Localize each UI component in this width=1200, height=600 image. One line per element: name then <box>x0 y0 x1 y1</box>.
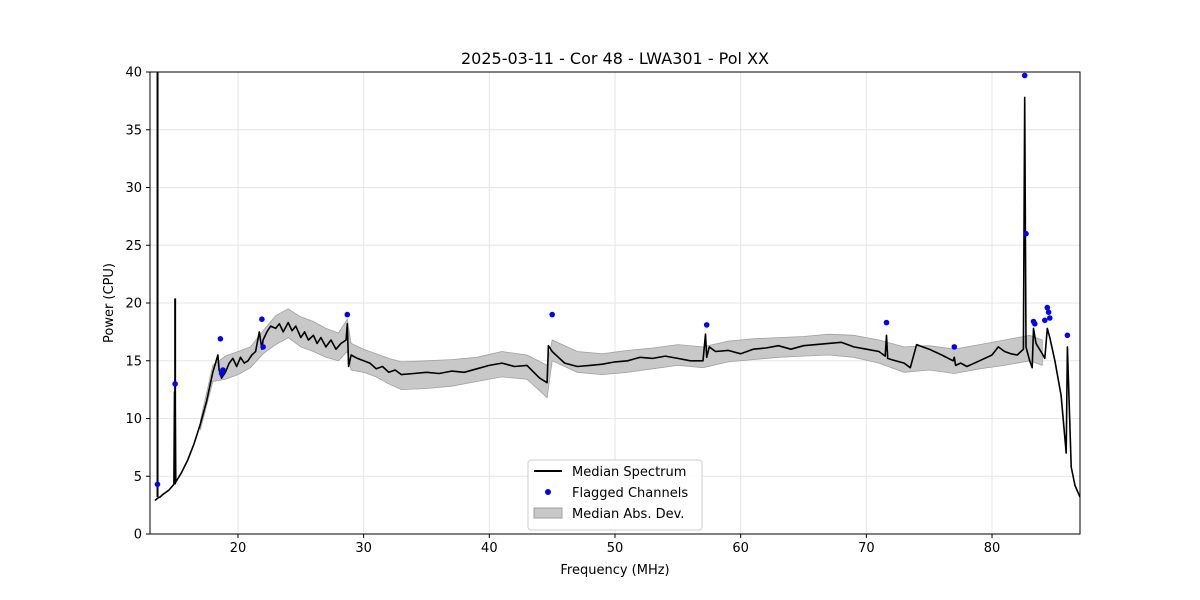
chart-title: 2025-03-11 - Cor 48 - LWA301 - Pol XX <box>461 49 769 68</box>
x-tick-label: 50 <box>607 541 624 556</box>
flagged-points-layer <box>154 72 1071 488</box>
flagged-channel-point <box>703 322 710 328</box>
x-tick-label: 40 <box>481 541 498 556</box>
median-line-layer <box>154 72 1080 502</box>
flagged-channel-point <box>1047 315 1053 321</box>
flagged-channel-point <box>260 344 266 350</box>
legend-median-label: Median Spectrum <box>572 465 686 480</box>
y-tick-label: 5 <box>134 470 142 485</box>
y-tick-label: 30 <box>125 181 142 196</box>
x-tick-label: 70 <box>858 541 875 556</box>
legend-flagged-label: Flagged Channels <box>572 486 688 501</box>
flagged-channel-point <box>217 336 224 342</box>
flagged-channel-point <box>883 319 890 326</box>
flagged-channel-point <box>1021 72 1028 79</box>
flagged-channel-point <box>1023 230 1029 237</box>
flagged-channel-point <box>172 381 178 387</box>
y-tick-label: 0 <box>134 528 142 543</box>
flagged-channel-point <box>1032 321 1038 327</box>
y-axis: 0 5 10 15 20 25 30 35 40 <box>125 66 150 543</box>
y-tick-label: 40 <box>125 66 142 81</box>
x-tick-label: 30 <box>355 541 372 556</box>
flagged-channel-point <box>344 311 351 318</box>
grid-layer <box>150 71 1080 535</box>
y-axis-label: Power (CPU) <box>102 263 117 343</box>
x-tick-label: 60 <box>732 541 749 556</box>
flagged-channel-point <box>951 344 958 350</box>
y-tick-label: 10 <box>125 412 142 427</box>
legend-flagged-swatch <box>545 489 551 495</box>
flagged-channel-point <box>154 481 161 488</box>
mad-band <box>199 308 1043 431</box>
flagged-channel-point <box>1045 309 1052 316</box>
flagged-channel-point <box>549 311 555 318</box>
flagged-channel-point <box>220 367 226 373</box>
legend-mad-swatch <box>533 507 563 519</box>
mad-band-layer <box>199 308 1043 431</box>
flagged-channel-point <box>1064 332 1071 339</box>
y-tick-label: 20 <box>125 297 142 312</box>
median-spectrum-line <box>154 96 1080 502</box>
y-tick-label: 35 <box>125 123 142 138</box>
legend-mad-label: Median Abs. Dev. <box>572 507 684 522</box>
y-tick-label: 25 <box>125 239 142 254</box>
x-axis-label: Frequency (MHz) <box>560 563 669 578</box>
x-tick-label: 80 <box>984 541 1001 556</box>
plot-area <box>154 72 1080 502</box>
flagged-channel-point <box>1044 304 1051 311</box>
legend: Median Spectrum Flagged Channels Median … <box>527 459 703 531</box>
x-axis: 20 30 40 50 60 70 80 <box>230 534 1001 556</box>
y-tick-label: 15 <box>125 354 142 369</box>
flagged-channel-point <box>1042 317 1048 324</box>
legend-box <box>527 459 703 531</box>
flagged-channel-point <box>259 316 265 323</box>
x-tick-label: 20 <box>230 541 247 556</box>
